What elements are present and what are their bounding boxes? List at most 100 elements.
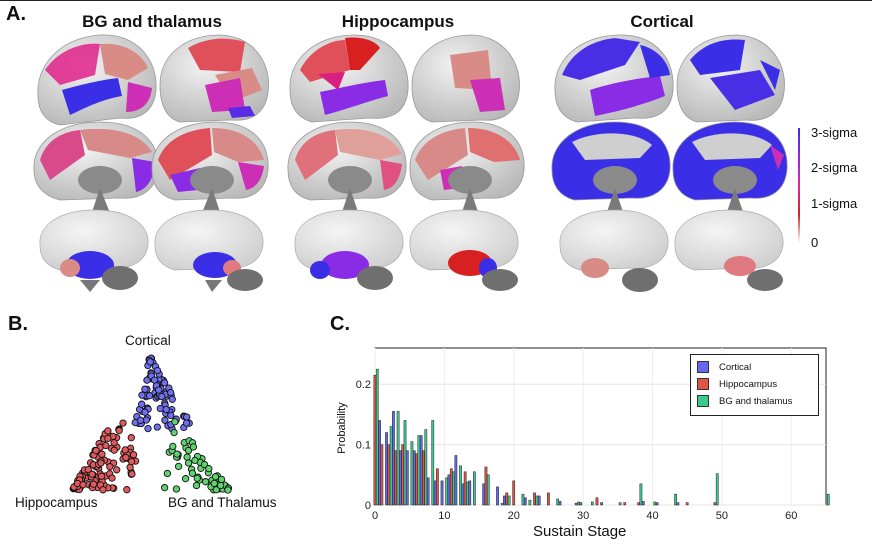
bar-cortical (399, 450, 402, 506)
scatter-point-bg (174, 462, 183, 471)
scatter-point-hippocampus (92, 446, 100, 455)
bar-hippocampus (449, 468, 453, 506)
title-bg-thalamus: BG and thalamus (82, 12, 222, 31)
colorbar-label-0: 0 (811, 235, 819, 250)
scatter-point-hippocampus (127, 434, 135, 442)
bar-bg-and-thalamus (826, 493, 830, 506)
scatter-point-cortical (136, 416, 145, 424)
scatter-point-bg (216, 481, 225, 490)
top-divider (0, 0, 872, 1)
bar-cortical (392, 411, 395, 506)
scatter-point-hippocampus (119, 419, 127, 427)
bar-bg-and-thalamus (674, 493, 677, 506)
scatter-point-hippocampus (108, 474, 116, 482)
bar-bg-and-thalamus (521, 493, 525, 506)
legend-label-bg: BG and thalamus (719, 395, 793, 407)
scatter-point-bg (173, 450, 181, 458)
scatter-point-cortical (143, 376, 151, 384)
scatter-point-bg (210, 479, 218, 488)
scatter-point-cortical (150, 376, 159, 384)
scatter-point-cortical (146, 358, 154, 366)
scatter-point-bg (169, 442, 177, 451)
legend-item-cortical: Cortical (697, 360, 751, 374)
bar-hippocampus (463, 471, 467, 506)
hip-lateral-right (411, 34, 520, 123)
bar-cortical (419, 435, 423, 506)
chart-legend: Cortical Hippocampus BG and thalamus (690, 354, 819, 416)
scatter-point-hippocampus (97, 472, 106, 480)
bg-lateral-right (159, 34, 269, 123)
scatter-point-hippocampus (84, 465, 92, 474)
scatter-point-cortical (156, 404, 164, 413)
scatter-point-bg (217, 475, 226, 484)
bar-bg-and-thalamus (431, 420, 435, 506)
cort-medial-left (551, 121, 671, 218)
hip-subcortical-left (294, 209, 404, 290)
bar-cortical (655, 502, 659, 506)
bar-hippocampus (595, 497, 599, 506)
bar-hippocampus (484, 466, 488, 506)
bar-hippocampus (401, 444, 405, 506)
bar-cortical (496, 486, 499, 506)
bg-subcortical-right (154, 209, 264, 292)
bar-cortical (600, 502, 603, 506)
bar-cortical (537, 495, 541, 506)
scatter-point-hippocampus (122, 453, 130, 462)
scatter-point-hippocampus (123, 486, 131, 494)
bar-bg-and-thalamus (618, 502, 622, 506)
scatter-point-cortical (162, 405, 170, 414)
bar-hippocampus (685, 502, 689, 506)
bar-bg-and-thalamus (577, 501, 580, 506)
bar-hippocampus (512, 480, 516, 506)
x-tick-label: 20 (508, 510, 520, 522)
scatter-point-bg (212, 486, 220, 494)
scatter-point-bg (193, 474, 201, 482)
bar-cortical (579, 502, 583, 506)
legend-label-hippocampus: Hippocampus (719, 378, 778, 390)
bar-cortical (523, 497, 527, 506)
bar-bg-and-thalamus (452, 471, 455, 506)
bar-bg-and-thalamus (396, 411, 400, 506)
bar-bg-and-thalamus (466, 481, 469, 506)
cort-lateral-left (554, 34, 674, 123)
scatter-point-cortical (153, 423, 161, 431)
bar-bg-and-thalamus (500, 502, 504, 506)
bar-bg-and-thalamus (528, 499, 532, 506)
title-hippocampus: Hippocampus (341, 12, 455, 31)
scatter-point-bg (188, 469, 197, 477)
x-tick-label: 30 (577, 510, 589, 522)
scatter-point-bg (184, 446, 193, 455)
bar-bg-and-thalamus (486, 474, 490, 506)
bar-hippocampus (533, 492, 536, 506)
scatter-point-hippocampus (110, 446, 118, 454)
scatter-point-bg (224, 486, 232, 494)
scatter-point-bg (171, 418, 179, 426)
scatter-point-hippocampus (115, 426, 123, 435)
x-tick-label: 50 (716, 510, 728, 522)
bg-subcortical-left (39, 209, 149, 292)
scatter-point-bg (170, 428, 178, 437)
scatter-point-hippocampus (104, 427, 112, 435)
bar-bg-and-thalamus (715, 473, 719, 506)
scatter-point-hippocampus (98, 450, 106, 458)
scatter-point-bg (201, 478, 210, 486)
scatter-point-cortical (167, 388, 175, 397)
x-tick-label: 60 (785, 510, 797, 522)
scatter-point-hippocampus (89, 480, 98, 488)
colorbar-label-3sigma: 3-sigma (811, 125, 858, 140)
bar-bg-and-thalamus (389, 426, 393, 506)
y-tick-label: 0.2 (356, 379, 371, 391)
bar-cortical (426, 477, 430, 506)
hip-medial-right (409, 121, 525, 218)
bar-hippocampus (394, 450, 398, 506)
scatter-point-bg (172, 485, 181, 493)
y-axis-label: Probability (336, 402, 348, 454)
scatter-point-cortical (168, 395, 176, 403)
bar-cortical (641, 501, 645, 506)
colorbar (798, 128, 800, 243)
triangle-plot (69, 354, 233, 494)
scatter-point-bg (211, 473, 220, 481)
scatter-point-hippocampus (128, 470, 136, 478)
bar-hippocampus (373, 374, 377, 506)
bar-bg-and-thalamus (473, 471, 476, 506)
